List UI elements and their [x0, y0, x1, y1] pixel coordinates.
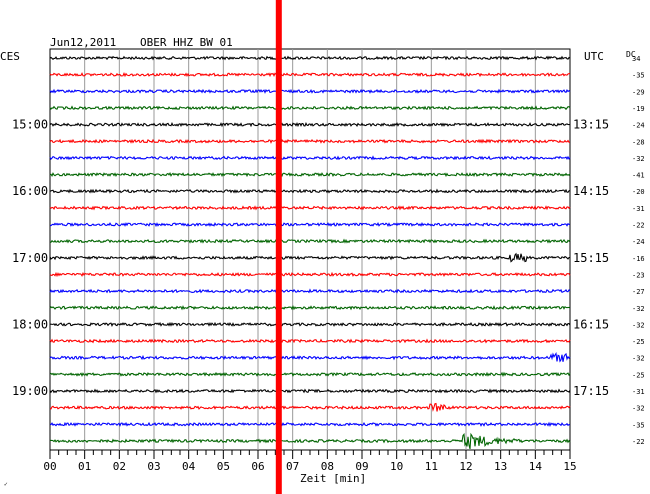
- trace-line: [49, 288, 571, 294]
- x-tick-label: 10: [390, 460, 403, 473]
- footer-mark: ✓: [4, 481, 8, 488]
- x-tick-label: 14: [529, 460, 543, 473]
- x-tick-label: 01: [78, 460, 91, 473]
- dc-offset-label: -32: [632, 305, 645, 313]
- dc-offset-labels: 34 -35 -29 -19 -24 -28 -32 -41 -20 -31 -22 -24 -16 -2…: [632, 55, 645, 446]
- minute-grid: [84, 49, 536, 450]
- trace-line: [49, 88, 571, 94]
- dc-offset-label: -31: [632, 205, 645, 213]
- x-tick-label: 00: [43, 460, 56, 473]
- dc-offset-label: -22: [632, 222, 645, 230]
- trace-line: [49, 252, 571, 263]
- x-axis: 00 01 02 03 04 05 06 07 08 09 10 11 12 13 14 15: [43, 450, 577, 473]
- right-hour-label: 13:15: [573, 118, 609, 132]
- right-hour-labels: 13:15 14:15 15:15 16:15 17:15: [573, 118, 609, 398]
- x-tick-label: 06: [251, 460, 264, 473]
- left-hour-label: 17:00: [12, 251, 48, 265]
- right-hour-label: 15:15: [573, 251, 609, 265]
- x-tick-label: 02: [113, 460, 126, 473]
- x-tick-label: 08: [321, 460, 334, 473]
- x-tick-label: 03: [147, 460, 160, 473]
- dc-offset-label: -35: [632, 421, 645, 429]
- trace-line: [49, 238, 571, 244]
- dc-offset-label: -27: [632, 288, 645, 296]
- trace-line: [49, 155, 571, 161]
- dc-offset-label: -25: [632, 338, 645, 346]
- trace-line: [49, 205, 571, 211]
- dc-offset-label: -32: [632, 321, 645, 329]
- right-hour-label: 17:15: [573, 384, 609, 398]
- right-hour-label: 16:15: [573, 317, 609, 331]
- x-tick-label: 05: [217, 460, 230, 473]
- trace-line: [49, 432, 571, 450]
- dc-offset-label: -31: [632, 388, 645, 396]
- trace-line: [49, 138, 571, 144]
- dc-offset-label: -35: [632, 72, 645, 80]
- trace-line: [49, 222, 571, 228]
- trace-line: [49, 388, 571, 394]
- trace-line: [49, 305, 571, 311]
- right-timezone-label: UTC: [584, 50, 604, 63]
- x-tick-label: 15: [563, 460, 576, 473]
- plot-date: Jun12,2011: [50, 36, 116, 49]
- left-hour-label: 16:00: [12, 184, 48, 198]
- x-tick-label: 09: [355, 460, 368, 473]
- left-hour-label: 19:00: [12, 384, 48, 398]
- x-tick-label: 04: [182, 460, 196, 473]
- dc-offset-label: -22: [632, 438, 645, 446]
- dc-offset-label: -19: [632, 105, 645, 113]
- dc-offset-label: 34: [632, 55, 640, 63]
- left-hour-label: 18:00: [12, 317, 48, 331]
- right-hour-label: 14:15: [573, 184, 609, 198]
- trace-line: [49, 55, 571, 61]
- x-tick-label: 11: [425, 460, 438, 473]
- trace-line: [49, 188, 571, 194]
- left-hour-label: 15:00: [12, 118, 48, 132]
- trace-line: [49, 321, 571, 327]
- dc-label: DC: [626, 50, 636, 59]
- plot-station: OBER HHZ BW 01: [140, 36, 233, 49]
- trace-line: [49, 421, 571, 428]
- x-tick-label: 13: [494, 460, 507, 473]
- trace-line: [49, 172, 571, 178]
- dc-offset-label: -32: [632, 155, 645, 163]
- dc-offset-label: -24: [632, 122, 645, 130]
- dc-offset-label: -32: [632, 355, 645, 363]
- trace-line: [49, 122, 571, 128]
- trace-line: [49, 402, 571, 412]
- dc-offset-label: -16: [632, 255, 645, 263]
- left-timezone-label: CES: [0, 50, 20, 63]
- x-tick-label: 12: [459, 460, 472, 473]
- dc-offset-label: -25: [632, 371, 645, 379]
- x-axis-label: Zeit [min]: [300, 472, 366, 485]
- trace-line: [49, 105, 571, 111]
- dc-offset-label: -41: [632, 172, 645, 180]
- trace-line: [49, 71, 571, 78]
- dc-offset-label: -28: [632, 138, 645, 146]
- dc-offset-label: -20: [632, 188, 645, 196]
- dc-offset-label: -29: [632, 88, 645, 96]
- trace-line: [49, 371, 571, 378]
- dc-offset-label: -23: [632, 271, 645, 279]
- marker-line: [275, 0, 282, 494]
- dc-offset-label: -32: [632, 405, 645, 413]
- left-hour-labels: 15:00 16:00 17:00 18:00 19:00: [12, 118, 48, 398]
- trace-line: [49, 338, 571, 344]
- trace-line: [49, 351, 571, 363]
- trace-line: [49, 271, 571, 278]
- seismic-traces: [49, 55, 571, 450]
- dc-offset-label: -24: [632, 238, 645, 246]
- x-tick-label: 07: [286, 460, 299, 473]
- marker-line-group: [275, 0, 282, 494]
